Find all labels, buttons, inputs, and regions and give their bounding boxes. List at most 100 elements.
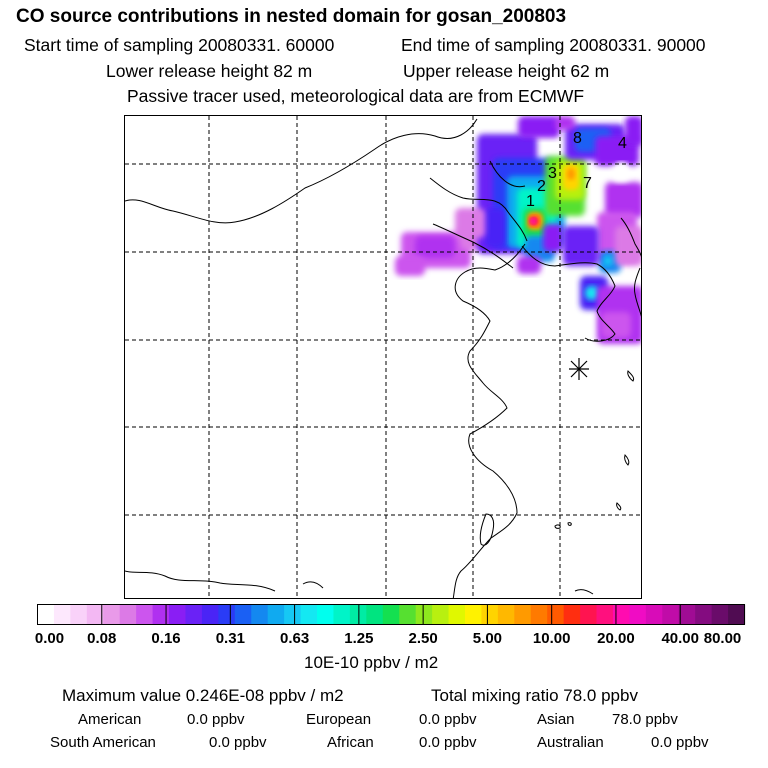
source-marker-1: 1 [526,193,535,210]
south-american-label: South American [50,734,156,751]
colorbar-cell [70,604,88,625]
concentration-cell [605,182,641,218]
concentration-cell [615,226,641,266]
source-marker-3: 3 [548,165,557,182]
colorbar-cell [267,604,285,625]
receptor-marker [569,358,589,380]
colorbar-units: 10E-10 ppbv / m2 [304,653,439,672]
end-time: End time of sampling 20080331. 90000 [401,35,706,55]
colorbar-cell [464,604,483,625]
european-label: European [306,711,372,728]
max-value: Maximum value 0.246E-08 ppbv / m2 [62,686,344,705]
tracer-note: Passive tracer used, meteorological data… [127,86,585,106]
colorbar-tick-label: 0.16 [151,630,181,647]
page-title: CO source contributions in nested domain… [16,6,567,27]
coastlines [125,118,641,598]
colorbar-cell [448,604,466,625]
south-american-value: 0.0 ppbv [209,734,267,751]
colorbar-tick-label: 2.50 [408,630,438,647]
colorbar-cell [317,604,335,625]
colorbar-tick-label: 1.25 [344,630,374,647]
colorbar-tick-label: 20.00 [597,630,635,647]
colorbar-tick-label: 5.00 [472,630,503,647]
colorbar-cell [185,604,203,625]
colorbar-cell [136,604,154,625]
colorbar-cell [645,604,663,625]
source-marker-4: 4 [618,135,627,152]
colorbar-tick-label: 80.00 [703,630,742,647]
upper-release-height: Upper release height 62 m [403,61,610,81]
colorbar-cell [728,604,746,625]
colorbar-cell [678,604,696,625]
colorbar-cell [86,604,104,625]
map-plot: 1 2 3 4 7 8 [124,115,642,599]
colorbar-cell [432,604,450,625]
concentration-cell [555,116,575,130]
concentration-cell [603,256,613,266]
map-svg: 1 2 3 4 7 8 [125,116,641,598]
colorbar-cell [251,604,269,625]
colorbar-cell [695,604,713,625]
colorbar-cell [711,604,729,625]
colorbar-cell [366,604,384,625]
colorbar-cell [284,604,302,625]
colorbar-cell [530,604,548,625]
colorbar-cell [481,604,499,625]
concentration-cell [567,168,575,180]
colorbar-cell [169,604,187,625]
concentration-cell [601,312,631,338]
start-time: Start time of sampling 20080331. 60000 [24,35,335,55]
colorbar-cell [629,604,647,625]
colorbar-cell [152,604,170,625]
colorbar-tick-label: 10.00 [532,630,571,647]
source-marker-8: 8 [573,130,582,147]
african-label: African [327,734,374,751]
colorbar-cell [218,604,236,625]
colorbar-cell [300,604,318,625]
source-marker-2: 2 [537,178,546,195]
colorbar-cell [53,604,71,625]
colorbar-cell [37,604,55,625]
colorbar-tick-label: 0.31 [215,630,245,647]
concentration-cell [585,286,599,300]
colorbar-tick-label: 40.00 [661,630,699,647]
colorbar-cell [119,604,137,625]
concentration-cell [543,224,563,252]
colorbar-cell [234,604,252,625]
american-label: American [78,711,142,728]
concentration-cell [563,226,599,266]
grid-lines [125,116,641,598]
colorbar-cell [662,604,680,625]
european-value: 0.0 ppbv [419,711,477,728]
american-value: 0.0 ppbv [187,711,245,728]
concentration-cell [518,116,560,138]
asian-label: Asian [537,711,575,728]
colorbar-cell [201,604,219,625]
australian-value: 0.0 ppbv [651,734,709,751]
concentration-cell [415,236,455,258]
colorbar-cell [547,604,565,625]
colorbar-cell [514,604,532,625]
concentration-cell [485,208,505,248]
concentration-field [395,116,641,344]
colorbar-cell [596,604,614,625]
colorbar-cell [497,604,515,625]
concentration-cell [517,256,541,274]
concentration-cell [530,218,536,224]
asian-value: 78.0 ppbv [612,711,678,728]
colorbar-cell [580,604,598,625]
colorbar-cell [399,604,417,625]
colorbar-cell [415,604,433,625]
colorbar-cell [333,604,351,625]
concentration-cell [455,208,485,238]
colorbar-cell [612,604,631,625]
colorbar-tick-label: 0.63 [279,630,310,647]
total-mixing-ratio: Total mixing ratio 78.0 ppbv [431,686,638,705]
african-value: 0.0 ppbv [419,734,477,751]
colorbar-cell [382,604,400,625]
source-marker-7: 7 [583,175,592,192]
colorbar-tick-label: 0.08 [87,630,117,647]
colorbar-cell [103,604,121,625]
concentration-cell [395,256,425,276]
colorbar-tick-label: 0.00 [34,630,65,647]
